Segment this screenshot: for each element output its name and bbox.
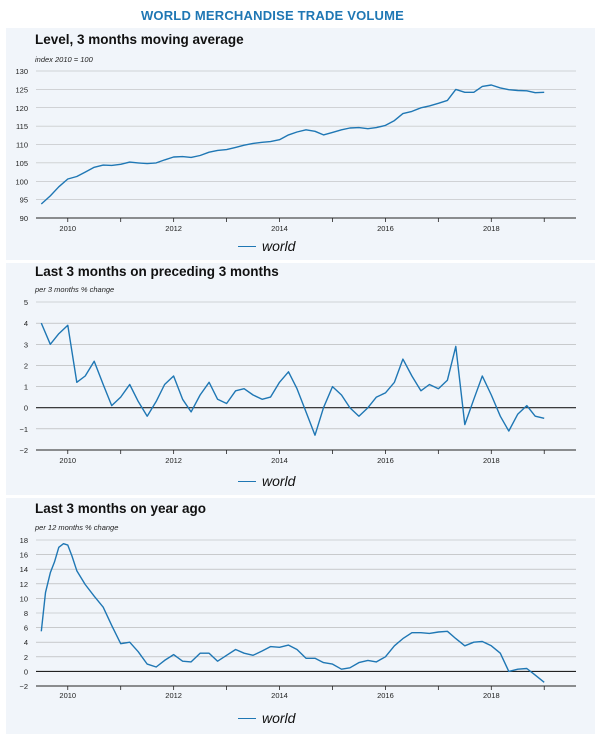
x-tick-label: 2010 [59, 456, 76, 465]
y-tick-label: 3 [24, 340, 28, 349]
chart-subtitle: per 3 months % change [35, 285, 115, 294]
chart-title: Last 3 months on preceding 3 months [35, 264, 279, 279]
x-tick-label: 2012 [165, 224, 182, 233]
x-tick-label: 2018 [483, 456, 500, 465]
x-tick-label: 2018 [483, 224, 500, 233]
chart-subtitle: per 12 months % change [35, 523, 119, 532]
y-tick-label: 5 [24, 298, 28, 307]
y-tick-label: 125 [15, 85, 28, 94]
x-tick-label: 2012 [165, 691, 182, 700]
chart-legend: world [238, 238, 295, 254]
x-tick-label: 2014 [271, 224, 288, 233]
y-tick-label: 115 [16, 122, 28, 131]
y-tick-label: 16 [20, 551, 28, 560]
y-tick-label: 90 [20, 214, 28, 223]
legend-swatch [238, 245, 256, 247]
chart-panel-level: Level, 3 months moving average index 201… [6, 28, 595, 260]
y-tick-label: 8 [24, 609, 28, 618]
y-tick-label: −2 [19, 682, 28, 691]
legend-swatch [238, 717, 256, 719]
series-line-world [40, 543, 545, 683]
x-tick-label: 2016 [377, 224, 394, 233]
chart-plot: −2 0 2 4 6 8 10 12 14 16 18 2010 2012 2014 2016 2018 [19, 536, 576, 700]
chart-title: Level, 3 months moving average [35, 32, 244, 47]
y-tick-label: 130 [15, 67, 28, 76]
y-tick-label: 110 [16, 141, 28, 150]
y-tick-label: 105 [15, 159, 28, 168]
y-tick-label: −1 [19, 425, 28, 434]
chart-plot: 90 95 100 105 110 115 120 125 130 2010 2012 2014 201… [15, 67, 576, 233]
x-tick-label: 2018 [483, 691, 500, 700]
chart-subtitle: index 2010 = 100 [35, 55, 93, 64]
y-tick-label: 95 [20, 196, 28, 205]
series-line-world [40, 322, 545, 436]
chart-legend: world [238, 710, 295, 726]
x-tick-label: 2012 [165, 456, 182, 465]
legend-label: world [262, 710, 296, 726]
y-tick-label: 6 [24, 624, 28, 633]
x-tick-label: 2016 [377, 691, 394, 700]
y-tick-label: 2 [24, 361, 28, 370]
y-tick-label: 0 [24, 667, 28, 676]
x-tick-label: 2010 [59, 224, 76, 233]
chart-panel-3m-change: Last 3 months on preceding 3 months per … [6, 263, 595, 495]
y-tick-label: 0 [24, 404, 28, 413]
chart-plot: −2 −1 0 1 2 3 4 5 2010 2012 2014 2016 2018 [19, 298, 576, 465]
y-tick-label: 4 [24, 319, 28, 328]
y-tick-label: 1 [24, 383, 28, 392]
chart-panel-yoy: Last 3 months on year ago per 12 months … [6, 498, 595, 734]
y-tick-label: 2 [24, 653, 28, 662]
x-tick-label: 2014 [271, 691, 288, 700]
y-tick-label: 4 [24, 638, 28, 647]
y-tick-label: −2 [19, 446, 28, 455]
page-title: WORLD MERCHANDISE TRADE VOLUME [140, 8, 405, 23]
y-tick-label: 100 [15, 177, 28, 186]
legend-label: world [262, 473, 296, 489]
x-tick-label: 2010 [59, 691, 76, 700]
legend-swatch [238, 480, 256, 482]
series-line-world [40, 84, 545, 205]
y-tick-label: 10 [20, 594, 28, 603]
x-tick-label: 2014 [271, 456, 288, 465]
chart-title: Last 3 months on year ago [35, 501, 207, 516]
y-tick-label: 12 [20, 580, 28, 589]
y-tick-label: 18 [20, 536, 28, 545]
x-tick-label: 2016 [377, 456, 394, 465]
chart-legend: world [238, 473, 295, 489]
legend-label: world [262, 238, 296, 254]
y-tick-label: 120 [15, 104, 28, 113]
y-tick-label: 14 [20, 565, 28, 574]
